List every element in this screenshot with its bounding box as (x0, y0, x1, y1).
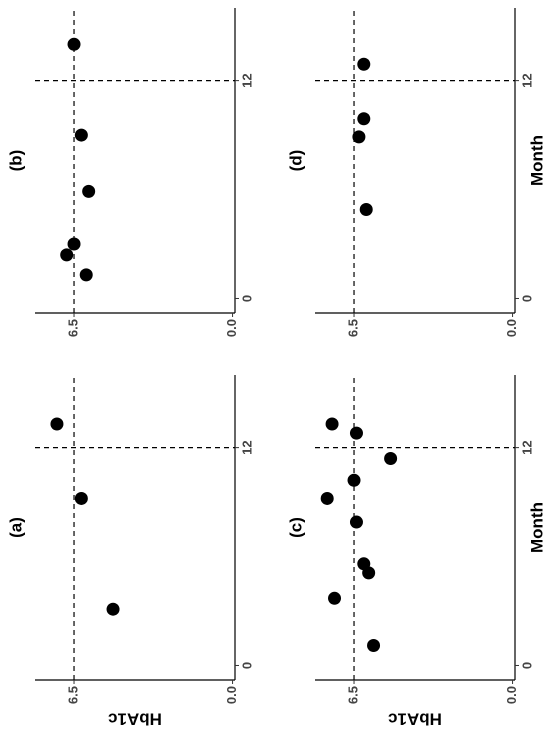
point (359, 203, 373, 217)
point (349, 426, 363, 440)
x-tick-label: 12 (519, 73, 534, 87)
axis-title: HbA1c (108, 710, 162, 729)
point (67, 237, 81, 251)
x-tick-label: 0 (519, 295, 534, 302)
point (82, 184, 96, 198)
axis-title: Month (527, 135, 546, 186)
point (106, 602, 120, 616)
point (74, 491, 88, 505)
point (384, 452, 398, 466)
point (367, 639, 381, 653)
x-tick-label: 12 (239, 440, 254, 454)
title: (d) (286, 150, 305, 172)
x-tick-label: 0 (239, 295, 254, 302)
point (60, 248, 74, 262)
y-tick-label: 0.0 (504, 686, 519, 704)
point (325, 417, 339, 431)
y-tick-label: 6.5 (65, 319, 80, 337)
point (67, 37, 81, 51)
y-tick-label: 6.5 (345, 686, 360, 704)
point (320, 491, 334, 505)
point (349, 515, 363, 529)
y-tick-label: 0.0 (224, 686, 239, 704)
point (362, 566, 376, 580)
x-tick-label: 12 (519, 440, 534, 454)
axis-title: HbA1c (388, 710, 442, 729)
point (347, 473, 361, 487)
y-tick-label: 6.5 (65, 686, 80, 704)
point (328, 591, 342, 605)
axis-title: Month (527, 502, 546, 553)
title: (a) (6, 517, 25, 538)
x-tick-label: 0 (239, 662, 254, 669)
rotated-figure: 0 12 0.0 6.5 (a) HbA1c 0 12 0.0 6.5 (b) 0 12 0.0 6.5 (c… (6, 8, 546, 729)
title: (b) (6, 150, 25, 172)
point (50, 417, 64, 431)
point (357, 57, 371, 71)
point (357, 112, 371, 126)
x-tick-label: 12 (239, 73, 254, 87)
point (74, 128, 88, 142)
title: (c) (286, 517, 305, 538)
y-tick-label: 6.5 (345, 319, 360, 337)
y-tick-label: 0.0 (504, 319, 519, 337)
point (352, 130, 366, 144)
y-tick-label: 0.0 (224, 319, 239, 337)
x-tick-label: 0 (519, 662, 534, 669)
point (79, 268, 93, 282)
